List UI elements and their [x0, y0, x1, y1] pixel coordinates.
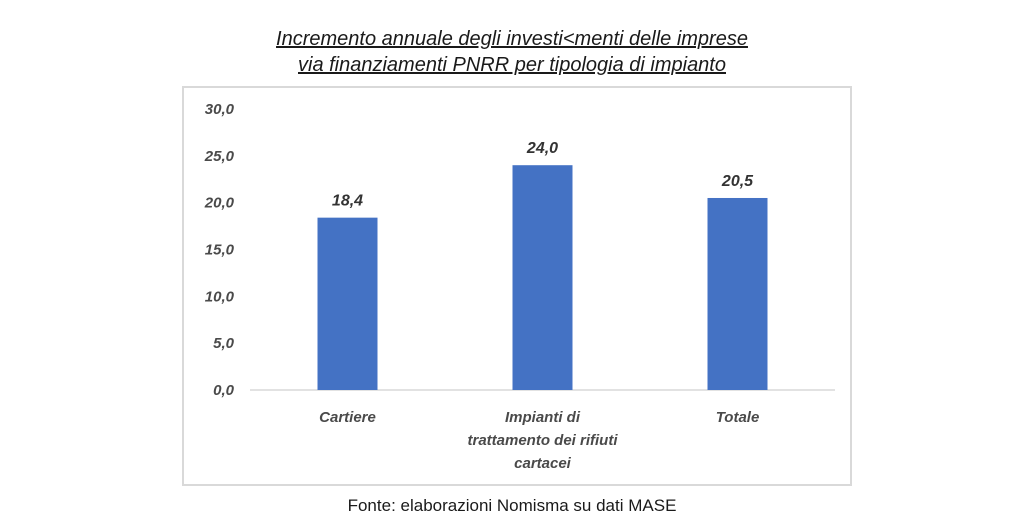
x-tick-label: Impianti di [505, 409, 581, 426]
y-tick-label: 5,0 [213, 335, 235, 352]
chart-title-line-2: via finanziamenti PNRR per tipologia di … [298, 54, 726, 76]
chart-title-line-1: Incremento annuale degli investi<menti d… [276, 28, 748, 50]
y-tick-label: 30,0 [205, 101, 235, 118]
y-tick-label: 25,0 [204, 148, 235, 165]
y-tick-label: 10,0 [205, 288, 235, 305]
bar-value-label: 18,4 [332, 193, 363, 210]
y-tick-label: 0,0 [213, 382, 235, 399]
x-tick-label: cartacei [514, 455, 572, 472]
bar-value-label: 24,0 [526, 140, 558, 157]
bar [707, 197, 768, 390]
y-tick-label: 15,0 [205, 242, 235, 259]
y-tick-label: 20,0 [204, 195, 235, 212]
x-tick-label: Totale [716, 409, 760, 426]
y-axis: 0,0 5,0 10,0 15,0 20,0 25,0 30,0 [204, 101, 235, 399]
bar [317, 217, 378, 390]
source-note: Fonte: elaborazioni Nomisma su dati MASE [347, 496, 677, 515]
x-axis-labels: Cartiere Impianti di trattamento dei rifiu… [319, 409, 759, 472]
bar [512, 165, 573, 390]
bars-group: 18,4 24,0 20,5 [317, 140, 768, 390]
x-tick-label: Cartiere [319, 409, 376, 426]
x-tick-label: trattamento dei rifiuti [467, 432, 618, 449]
bar-value-label: 20,5 [721, 173, 754, 190]
